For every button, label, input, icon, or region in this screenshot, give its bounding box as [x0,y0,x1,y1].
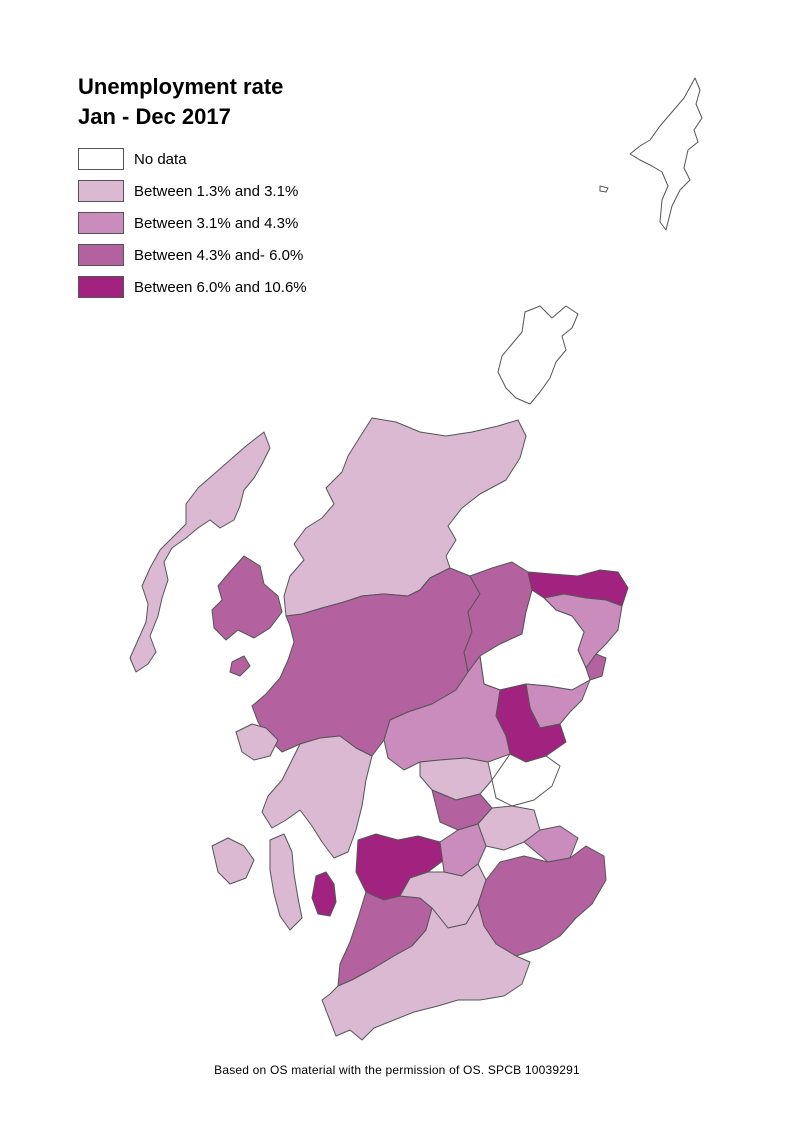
region-shetland [629,77,703,231]
region-orkney [497,305,579,405]
region-arran [311,871,337,917]
legend-label: No data [134,150,187,168]
legend-item: Between 3.1% and 4.3% [78,207,307,239]
title-line-1: Unemployment rate [78,74,284,99]
legend-item: Between 4.3% and- 6.0% [78,239,307,271]
region-small-isle [229,655,251,677]
legend-swatch [78,148,124,170]
region-mull [235,723,279,761]
legend: No data Between 1.3% and 3.1% Between 3.… [78,143,307,303]
legend-item: No data [78,143,307,175]
legend-swatch [78,244,124,266]
copyright-footer: Based on OS material with the permission… [214,1063,580,1077]
map-title: Unemployment rate Jan - Dec 2017 [78,72,283,132]
region-western-isles [129,431,271,673]
legend-label: Between 1.3% and 3.1% [134,182,299,200]
region-islay [211,837,255,885]
legend-swatch [78,180,124,202]
legend-swatch [78,276,124,298]
region-shetland-islet [599,185,609,193]
legend-label: Between 6.0% and 10.6% [134,278,307,296]
region-argyll [261,735,373,859]
region-borders [477,845,607,957]
region-fife [491,753,561,807]
legend-item: Between 6.0% and 10.6% [78,271,307,303]
title-line-2: Jan - Dec 2017 [78,104,231,129]
legend-label: Between 3.1% and 4.3% [134,214,299,232]
region-kintyre [269,833,303,931]
legend-label: Between 4.3% and- 6.0% [134,246,304,264]
region-stirling [419,757,493,801]
legend-swatch [78,212,124,234]
legend-item: Between 1.3% and 3.1% [78,175,307,207]
region-skye [211,555,283,641]
region-dumfries-galloway [321,903,531,1041]
